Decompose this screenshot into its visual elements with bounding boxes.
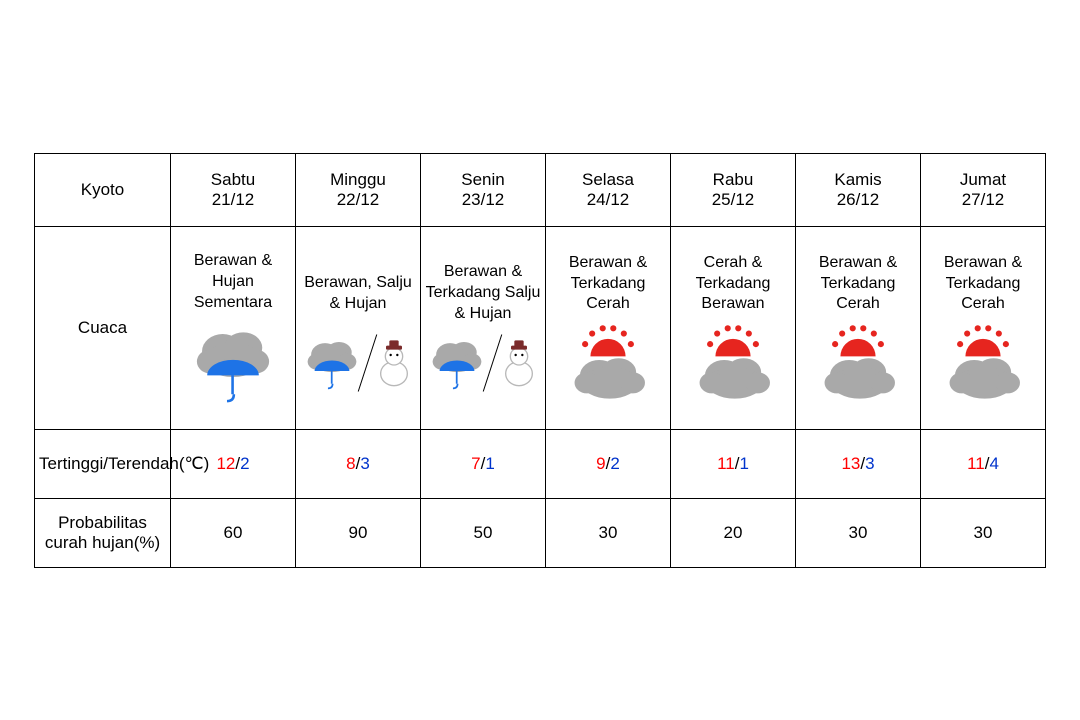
day-name: Senin: [425, 170, 541, 190]
high-temp: 13: [841, 454, 860, 473]
snowman-icon: [374, 339, 414, 387]
low-temp: 4: [989, 454, 998, 473]
day-header: Selasa24/12: [546, 153, 671, 226]
day-header: Kamis26/12: [796, 153, 921, 226]
day-header: Rabu25/12: [671, 153, 796, 226]
day-date: 25/12: [675, 190, 791, 210]
temperature-cell: 7/1: [421, 429, 546, 498]
low-temp: 2: [240, 454, 249, 473]
high-temp: 9: [596, 454, 605, 473]
day-name: Jumat: [925, 170, 1041, 190]
precipitation-cell: 60: [171, 498, 296, 567]
high-temp: 12: [216, 454, 235, 473]
temperature-cell: 11/4: [921, 429, 1046, 498]
weather-cell: Berawan, Salju & Hujan: [296, 226, 421, 429]
weather-cell: Berawan & Terkadang Cerah: [921, 226, 1046, 429]
high-temp: 11: [967, 454, 985, 473]
day-date: 26/12: [800, 190, 916, 210]
day-name: Sabtu: [175, 170, 291, 190]
weather-cell: Cerah & Terkadang Berawan: [671, 226, 796, 429]
weather-cell: Berawan & Hujan Sementara: [171, 226, 296, 429]
day-date: 27/12: [925, 190, 1041, 210]
day-name: Rabu: [675, 170, 791, 190]
temperature-cell: 8/3: [296, 429, 421, 498]
day-header: Jumat27/12: [921, 153, 1046, 226]
temperature-row: Tertinggi/Terendah(℃) 12/2 8/3 7/1 9/2 1…: [35, 429, 1046, 498]
condition-text: Berawan & Hujan Sementara: [175, 251, 291, 313]
weather-row-label: Cuaca: [35, 226, 171, 429]
precipitation-cell: 30: [921, 498, 1046, 567]
temperature-row-label: Tertinggi/Terendah(℃): [35, 429, 171, 498]
weather-icon-area: [425, 333, 541, 393]
low-temp: 2: [610, 454, 619, 473]
weather-icon-area: [800, 323, 916, 402]
precipitation-cell: 50: [421, 498, 546, 567]
weather-icon-area: [300, 333, 416, 393]
low-temp: 1: [739, 454, 748, 473]
weather-row: Cuaca Berawan & Hujan Sementara Berawan,…: [35, 226, 1046, 429]
precipitation-cell: 90: [296, 498, 421, 567]
precipitation-cell: 20: [671, 498, 796, 567]
day-header: Sabtu21/12: [171, 153, 296, 226]
day-date: 22/12: [300, 190, 416, 210]
temperature-cell: 13/3: [796, 429, 921, 498]
condition-text: Berawan, Salju & Hujan: [300, 263, 416, 325]
day-name: Minggu: [300, 170, 416, 190]
precipitation-cell: 30: [796, 498, 921, 567]
weather-cell: Berawan & Terkadang Cerah: [796, 226, 921, 429]
weather-icon-area: [550, 323, 666, 402]
sun-cloud-icon: [564, 323, 652, 402]
day-name: Kamis: [800, 170, 916, 190]
day-date: 23/12: [425, 190, 541, 210]
high-temp: 11: [717, 454, 735, 473]
day-header: Minggu22/12: [296, 153, 421, 226]
condition-text: Cerah & Terkadang Berawan: [675, 253, 791, 315]
weather-icon-area: [675, 323, 791, 402]
day-date: 21/12: [175, 190, 291, 210]
weather-cell: Berawan & Terkadang Salju & Hujan: [421, 226, 546, 429]
weather-forecast-table: Kyoto Sabtu21/12 Minggu22/12 Senin23/12 …: [34, 153, 1046, 568]
low-temp: 1: [485, 454, 494, 473]
temperature-cell: 11/1: [671, 429, 796, 498]
cloud-rain-icon: [303, 335, 361, 390]
precipitation-row: Probabilitas curah hujan(%) 60 90 50 30 …: [35, 498, 1046, 567]
location-cell: Kyoto: [35, 153, 171, 226]
weather-cell: Berawan & Terkadang Cerah: [546, 226, 671, 429]
weather-icon-area: [925, 323, 1041, 402]
precipitation-cell: 30: [546, 498, 671, 567]
condition-text: Berawan & Terkadang Salju & Hujan: [425, 262, 541, 324]
day-name: Selasa: [550, 170, 666, 190]
header-row: Kyoto Sabtu21/12 Minggu22/12 Senin23/12 …: [35, 153, 1046, 226]
low-temp: 3: [865, 454, 874, 473]
sun-cloud-icon: [689, 323, 777, 402]
condition-text: Berawan & Terkadang Cerah: [800, 253, 916, 315]
snowman-icon: [499, 339, 539, 387]
sun-cloud-icon: [814, 323, 902, 402]
precipitation-row-label: Probabilitas curah hujan(%): [35, 498, 171, 567]
condition-text: Berawan & Terkadang Cerah: [550, 253, 666, 315]
high-temp: 8: [346, 454, 355, 473]
weather-icon-area: [175, 322, 291, 404]
low-temp: 3: [360, 454, 369, 473]
sun-cloud-icon: [939, 323, 1027, 402]
day-date: 24/12: [550, 190, 666, 210]
cloud-rain-icon: [428, 335, 486, 390]
cloud-rain-icon: [190, 322, 276, 404]
high-temp: 7: [471, 454, 480, 473]
condition-text: Berawan & Terkadang Cerah: [925, 253, 1041, 315]
day-header: Senin23/12: [421, 153, 546, 226]
temperature-cell: 9/2: [546, 429, 671, 498]
